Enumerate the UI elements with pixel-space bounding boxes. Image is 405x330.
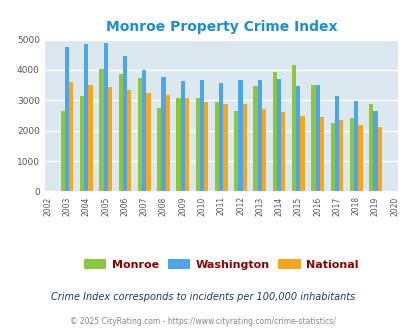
- Bar: [122, 56, 127, 191]
- Bar: [253, 86, 257, 191]
- Bar: [296, 86, 300, 191]
- Bar: [88, 85, 92, 191]
- Bar: [69, 82, 73, 191]
- Bar: [157, 108, 161, 191]
- Bar: [242, 104, 246, 191]
- Bar: [334, 96, 338, 191]
- Bar: [195, 98, 199, 191]
- Bar: [199, 80, 204, 191]
- Bar: [291, 65, 296, 191]
- Bar: [338, 120, 343, 191]
- Bar: [103, 43, 107, 191]
- Bar: [234, 111, 238, 191]
- Bar: [276, 79, 281, 191]
- Bar: [257, 80, 261, 191]
- Bar: [353, 101, 358, 191]
- Bar: [358, 125, 362, 191]
- Bar: [214, 102, 219, 191]
- Bar: [319, 117, 323, 191]
- Bar: [165, 95, 169, 191]
- Title: Monroe Property Crime Index: Monroe Property Crime Index: [105, 20, 336, 34]
- Bar: [184, 98, 189, 191]
- Bar: [176, 98, 180, 191]
- Bar: [349, 118, 353, 191]
- Bar: [204, 102, 208, 191]
- Bar: [142, 70, 146, 191]
- Bar: [377, 127, 381, 191]
- Bar: [368, 104, 373, 191]
- Bar: [330, 123, 334, 191]
- Bar: [219, 83, 223, 191]
- Bar: [272, 72, 276, 191]
- Bar: [300, 116, 304, 191]
- Bar: [180, 81, 184, 191]
- Bar: [61, 111, 65, 191]
- Bar: [137, 79, 142, 191]
- Bar: [261, 109, 266, 191]
- Text: © 2025 CityRating.com - https://www.cityrating.com/crime-statistics/: © 2025 CityRating.com - https://www.city…: [70, 317, 335, 326]
- Bar: [311, 85, 315, 191]
- Bar: [107, 87, 112, 191]
- Bar: [99, 69, 103, 191]
- Bar: [373, 111, 377, 191]
- Legend: Monroe, Washington, National: Monroe, Washington, National: [79, 255, 362, 274]
- Bar: [127, 90, 131, 191]
- Bar: [118, 74, 122, 191]
- Bar: [161, 77, 165, 191]
- Text: Crime Index corresponds to incidents per 100,000 inhabitants: Crime Index corresponds to incidents per…: [51, 292, 354, 302]
- Bar: [84, 44, 88, 191]
- Bar: [223, 104, 227, 191]
- Bar: [80, 96, 84, 191]
- Bar: [281, 112, 285, 191]
- Bar: [315, 85, 319, 191]
- Bar: [65, 47, 69, 191]
- Bar: [146, 93, 150, 191]
- Bar: [238, 80, 242, 191]
